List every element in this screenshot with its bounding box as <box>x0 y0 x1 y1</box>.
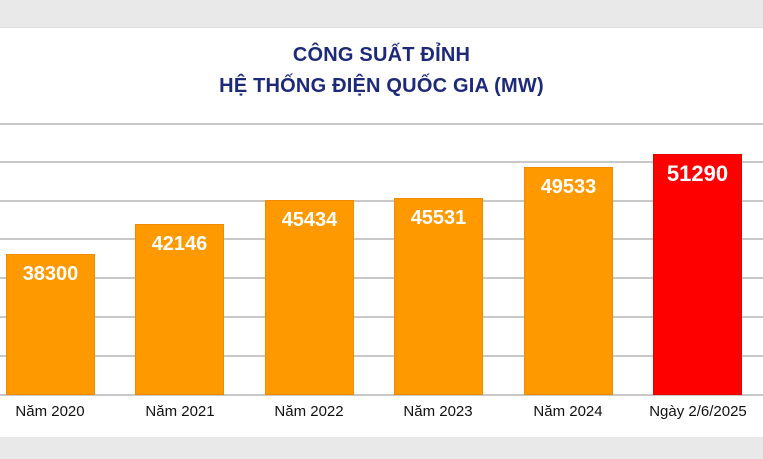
bar-2025-06-02: 51290 <box>653 154 742 395</box>
x-tick-label: Năm 2023 <box>403 403 473 420</box>
bottom-border-strip <box>0 437 763 459</box>
x-tick-label: Năm 2020 <box>15 403 85 420</box>
gridline <box>0 277 763 279</box>
x-tick-label: Ngày 2/6/2025 <box>649 403 747 420</box>
bar-value-label: 38300 <box>22 263 79 285</box>
bar-2024: 49533 <box>524 167 613 395</box>
top-border-strip <box>0 0 763 28</box>
gridline <box>0 123 763 125</box>
bar-2020: 38300 <box>6 254 95 395</box>
bar-2022: 45434 <box>265 200 354 395</box>
bar-value-label: 51290 <box>666 161 729 186</box>
chart-title-line-1: CÔNG SUẤT ĐỈNH <box>292 44 471 66</box>
gridline <box>0 238 763 240</box>
gridline <box>0 200 763 202</box>
bar-value-label: 45531 <box>410 207 467 229</box>
bar-value-label: 45434 <box>281 209 338 231</box>
bar-2021: 42146 <box>135 224 224 395</box>
gridline <box>0 161 763 163</box>
gridline <box>0 316 763 318</box>
x-tick-label: Năm 2022 <box>274 403 344 420</box>
bar-value-label: 42146 <box>151 233 208 255</box>
x-axis-baseline <box>0 394 763 396</box>
x-tick-label: Năm 2024 <box>533 403 603 420</box>
x-tick-label: Năm 2021 <box>145 403 215 420</box>
gridline <box>0 355 763 357</box>
chart-title-line-2: HỆ THỐNG ĐIỆN QUỐC GIA (MW) <box>219 75 544 97</box>
bar-value-label: 49533 <box>540 176 597 198</box>
bar-2023: 45531 <box>394 198 483 395</box>
